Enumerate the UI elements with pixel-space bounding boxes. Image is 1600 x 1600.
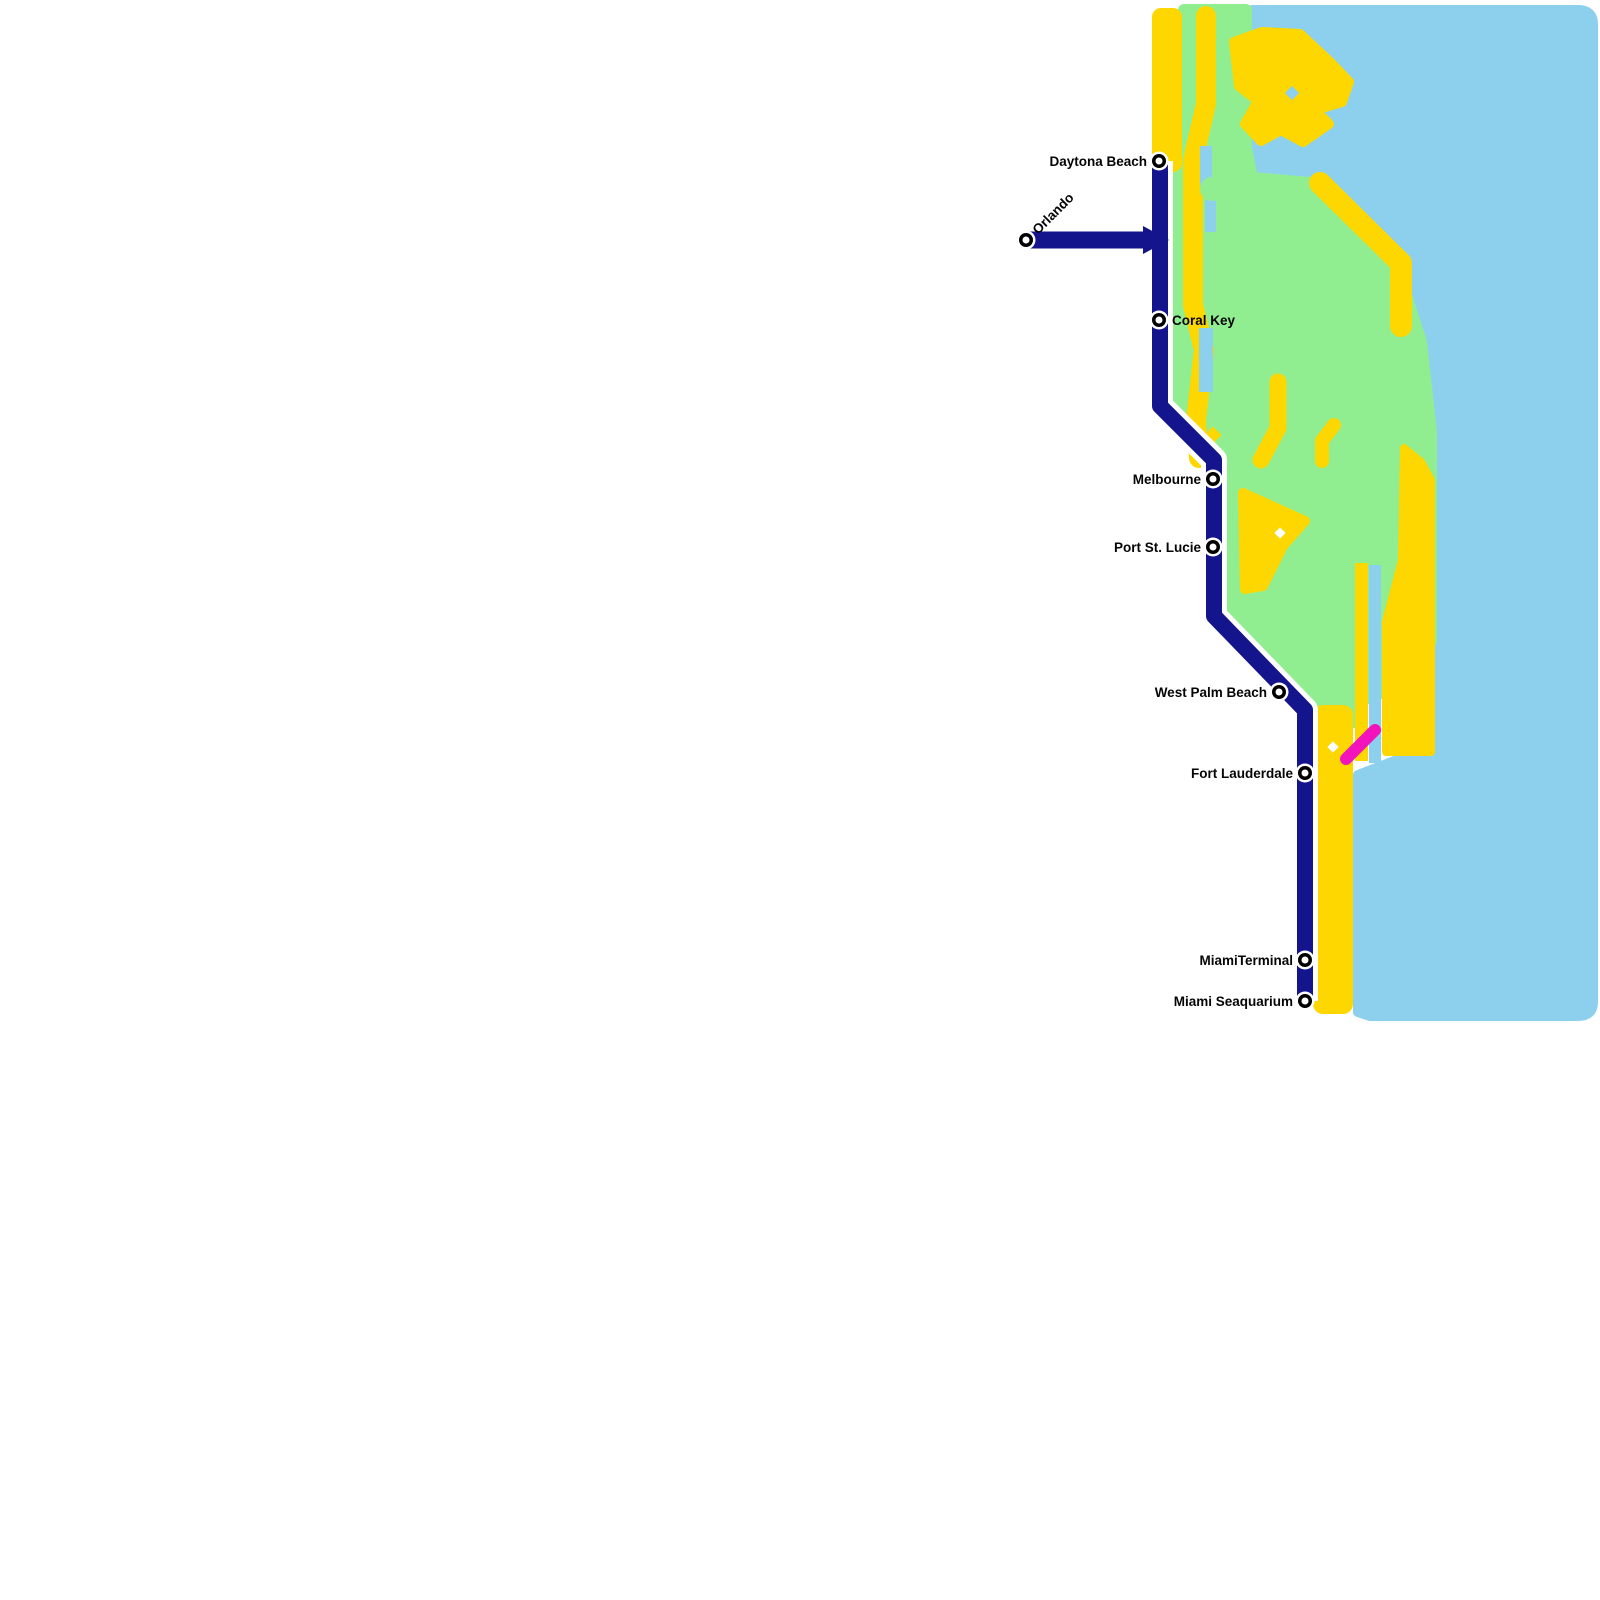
beach-coastal-strip	[1382, 444, 1435, 756]
station-label: Fort Lauderdale	[1191, 766, 1294, 781]
beach-lagoon-west-strip	[1355, 563, 1368, 761]
geography	[1152, 4, 1598, 1021]
lagoon-1	[1200, 146, 1212, 186]
branch-junction-arrow	[1143, 226, 1169, 254]
station-marker-core	[1275, 688, 1283, 696]
land-islet	[1200, 177, 1224, 201]
station-marker-core	[1209, 543, 1217, 551]
station-marker-core	[1155, 316, 1163, 324]
white-diamond-1	[1274, 527, 1286, 539]
station-label: Coral Key	[1172, 313, 1236, 328]
station-daytona-beach[interactable]: Daytona Beach	[1049, 151, 1169, 171]
lagoon-3	[1199, 328, 1213, 392]
white-diamonds	[1274, 527, 1339, 753]
station-label: Miami Seaquarium	[1174, 994, 1293, 1009]
beach-strip-top-left	[1152, 8, 1182, 172]
highlight-segment[interactable]	[1340, 724, 1381, 765]
beach-strip-miami	[1313, 705, 1353, 1014]
station-marker-core	[1301, 769, 1309, 777]
station-marker-core	[1301, 997, 1309, 1005]
station-label: Melbourne	[1133, 472, 1202, 487]
beach-inland-blob	[1238, 488, 1310, 594]
beaches	[1152, 6, 1435, 1014]
lagoons	[1199, 85, 1381, 763]
beach-barrier-island	[1309, 172, 1412, 337]
ocean-diamond	[1284, 85, 1300, 101]
lagoon-4	[1369, 565, 1381, 763]
station-coral-key[interactable]: Coral Key	[1149, 310, 1236, 330]
station-marker-core	[1155, 157, 1163, 165]
station-fort-lauderdale[interactable]: Fort Lauderdale	[1191, 763, 1315, 783]
station-marker-core	[1209, 475, 1217, 483]
station-miami-terminal[interactable]: MiamiTerminal	[1199, 950, 1315, 970]
station-melbourne[interactable]: Melbourne	[1133, 469, 1223, 489]
station-label: Daytona Beach	[1049, 154, 1147, 169]
station-marker-core	[1301, 956, 1309, 964]
station-west-palm-beach[interactable]: West Palm Beach	[1155, 682, 1289, 702]
station-port-st-lucie[interactable]: Port St. Lucie	[1114, 537, 1223, 557]
station-marker-core	[1022, 236, 1030, 244]
station-label: West Palm Beach	[1155, 685, 1267, 700]
beach-strip-inner	[1183, 6, 1216, 468]
white-diamond-2	[1327, 741, 1339, 753]
station-label: Port St. Lucie	[1114, 540, 1202, 555]
lagoon-2	[1205, 200, 1216, 232]
station-miami-seaquarium[interactable]: Miami Seaquarium	[1174, 991, 1315, 1011]
beach-strip-melbourne	[1252, 373, 1287, 469]
station-label: MiamiTerminal	[1199, 953, 1293, 968]
beach-stick	[1315, 418, 1341, 468]
